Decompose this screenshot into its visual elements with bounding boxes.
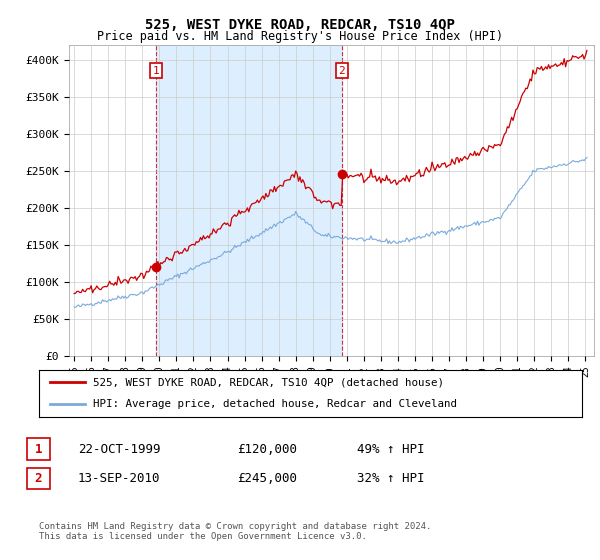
Text: HPI: Average price, detached house, Redcar and Cleveland: HPI: Average price, detached house, Redc… (94, 399, 457, 409)
Text: 13-SEP-2010: 13-SEP-2010 (78, 472, 161, 486)
Text: £120,000: £120,000 (237, 442, 297, 456)
Bar (156, 45, 342, 356)
Text: 22-OCT-1999: 22-OCT-1999 (78, 442, 161, 456)
Text: 525, WEST DYKE ROAD, REDCAR, TS10 4QP: 525, WEST DYKE ROAD, REDCAR, TS10 4QP (145, 18, 455, 32)
Text: 1: 1 (152, 66, 160, 76)
Text: 525, WEST DYKE ROAD, REDCAR, TS10 4QP (detached house): 525, WEST DYKE ROAD, REDCAR, TS10 4QP (d… (94, 377, 444, 388)
Text: £245,000: £245,000 (237, 472, 297, 486)
Text: Price paid vs. HM Land Registry's House Price Index (HPI): Price paid vs. HM Land Registry's House … (97, 30, 503, 43)
Text: 2: 2 (35, 472, 42, 486)
Text: 32% ↑ HPI: 32% ↑ HPI (357, 472, 425, 486)
Text: 1: 1 (35, 442, 42, 456)
Text: 2: 2 (338, 66, 345, 76)
Text: Contains HM Land Registry data © Crown copyright and database right 2024.
This d: Contains HM Land Registry data © Crown c… (39, 522, 431, 542)
Text: 49% ↑ HPI: 49% ↑ HPI (357, 442, 425, 456)
